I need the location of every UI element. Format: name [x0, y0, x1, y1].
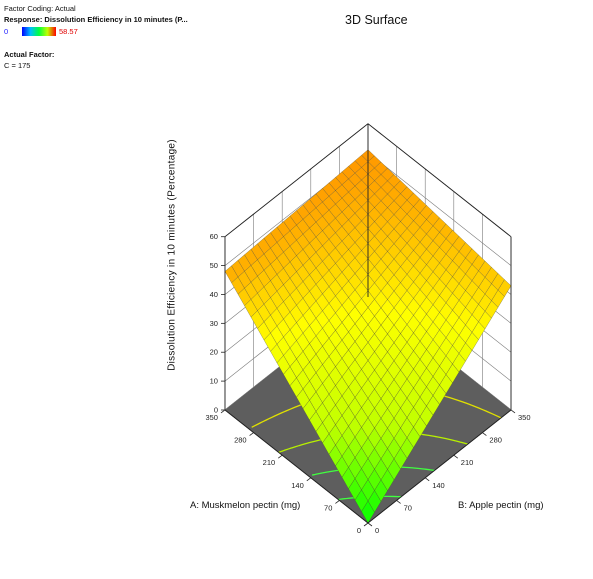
- z-tick-label: 20: [210, 348, 218, 357]
- x-tick-mark: [220, 409, 226, 414]
- x-tick-label: 280: [234, 436, 247, 445]
- x-tick-mark: [277, 454, 283, 459]
- x-tick-mark: [335, 500, 340, 504]
- axis-edge: [367, 123, 512, 238]
- x-tick-label: 350: [205, 413, 218, 422]
- y-tick-label: 210: [461, 458, 474, 467]
- actual-factor-heading: Actual Factor:: [4, 50, 55, 59]
- x-axis-label: A: Muskmelon pectin (mg): [190, 500, 301, 511]
- x-tick-mark: [306, 477, 312, 482]
- scale-min-value: 0: [4, 26, 9, 36]
- color-scale-bar: [22, 26, 56, 36]
- y-tick-mark: [396, 500, 401, 504]
- legend: Factor Coding: Actual Response: Dissolut…: [4, 3, 188, 71]
- y-tick-label: 140: [432, 481, 445, 490]
- factor-coding-label: Factor Coding: Actual: [4, 4, 76, 13]
- axis-edge: [367, 409, 512, 524]
- z-axis-label: Dissolution Efficiency in 10 minutes (Pe…: [166, 139, 178, 371]
- y-tick-label: 350: [518, 413, 531, 422]
- y-tick-mark: [510, 409, 516, 414]
- axis-edge: [224, 123, 369, 238]
- y-tick-label: 70: [404, 503, 412, 512]
- z-tick-label: 60: [210, 232, 218, 241]
- z-tick-label: 10: [210, 377, 218, 386]
- y-tick-mark: [482, 432, 487, 436]
- y-tick-mark: [424, 477, 430, 482]
- z-tick-label: 30: [210, 319, 218, 328]
- x-tick-label: 210: [263, 458, 276, 467]
- response-label: Response: Dissolution Efficiency in 10 m…: [4, 15, 188, 24]
- actual-factor-value: C = 175: [4, 61, 31, 70]
- x-tick-mark: [249, 432, 254, 436]
- y-tick-mark: [453, 454, 459, 459]
- y-tick-label: 280: [489, 436, 502, 445]
- x-tick-label: 70: [324, 503, 332, 512]
- z-tick-label: 0: [214, 405, 218, 414]
- x-tick-mark: [363, 522, 369, 527]
- z-tick-label: 40: [210, 290, 218, 299]
- color-scale: 0 58.57: [4, 25, 188, 37]
- y-tick-label: 0: [375, 526, 379, 535]
- y-tick-mark: [367, 522, 373, 527]
- y-axis-label: B: Apple pectin (mg): [458, 500, 544, 511]
- x-tick-label: 140: [291, 481, 304, 490]
- axis-edge: [224, 409, 369, 524]
- surface-cell: [361, 500, 375, 524]
- scale-max-value: 58.57: [59, 26, 78, 36]
- x-tick-label: 0: [357, 526, 361, 535]
- z-tick-label: 50: [210, 261, 218, 270]
- chart-title: 3D Surface: [345, 13, 408, 27]
